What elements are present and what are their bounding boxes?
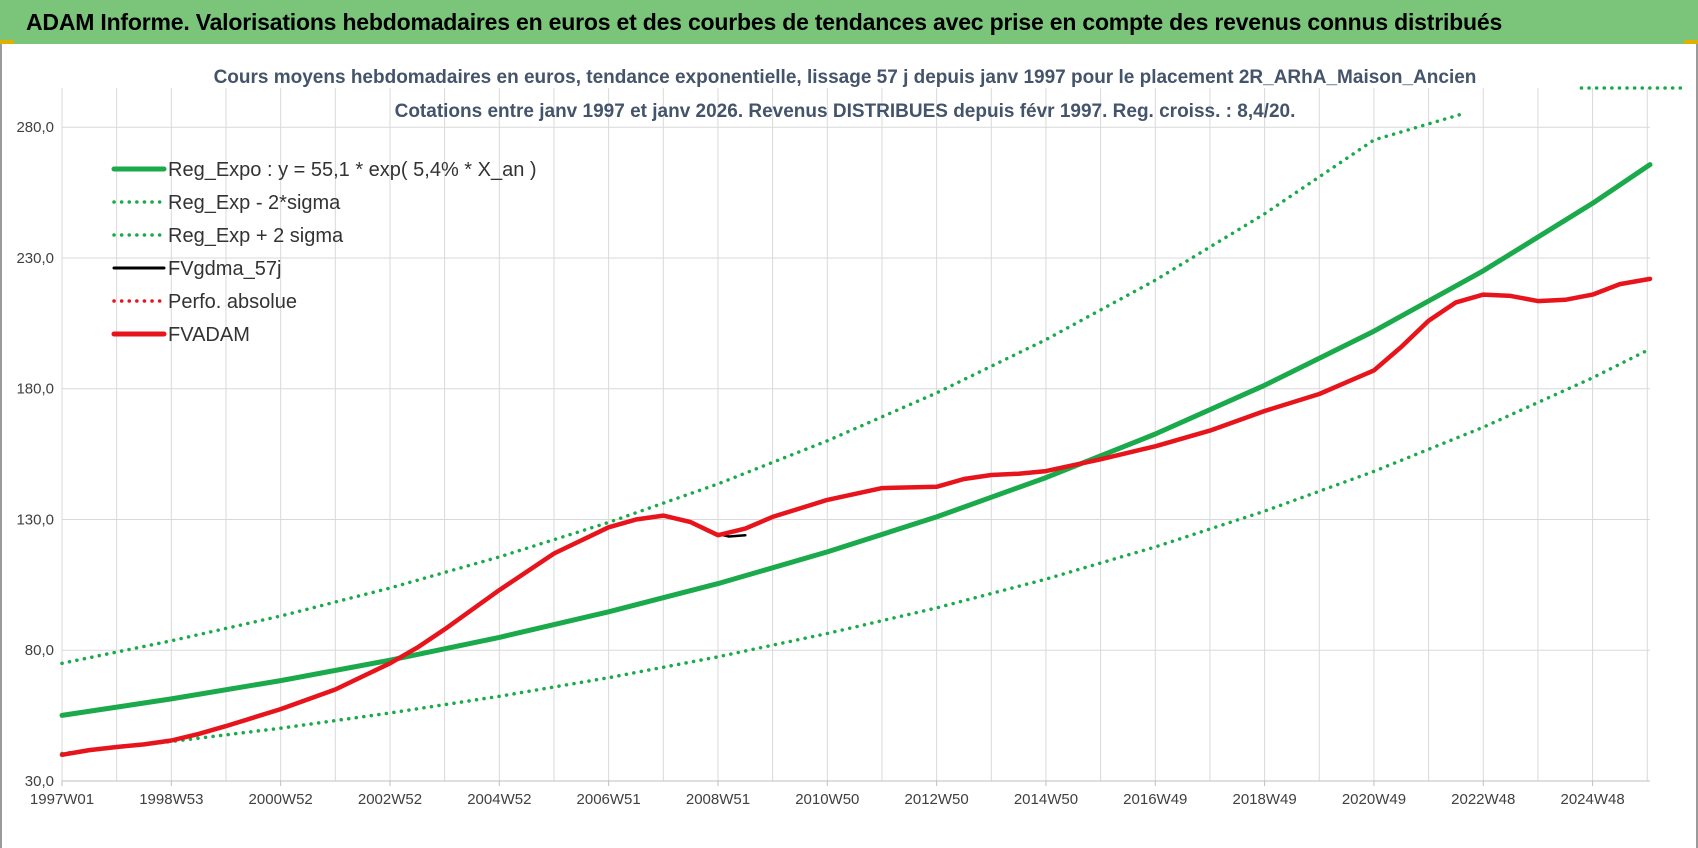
legend-label: Reg_Exp + 2 sigma [168,225,344,247]
banner-title: ADAM Informe. Valorisations hebdomadaire… [26,8,1503,35]
chart-frame: 30,0 80,0 130,0 180,0 230,0 280,0 1997W01 1998W… [0,44,1698,848]
x-tick-label: 2000W52 [249,791,313,808]
trend-chart: 30,0 80,0 130,0 180,0 230,0 280,0 1997W01 1998W… [16,67,1684,808]
x-tick-label: 2022W48 [1451,791,1515,808]
legend-label: Perfo. absolue [168,291,297,313]
y-tick-label: 180,0 [16,381,54,398]
x-tick-label: 2006W51 [577,791,641,808]
x-tick-label: 2024W48 [1560,791,1624,808]
corner-mark-right [1684,40,1698,44]
x-tick-label: 2002W52 [358,791,422,808]
legend-label: Reg_Expo : y = 55,1 * exp( 5,4% * X_an ) [168,159,537,181]
y-tick-label: 30,0 [25,773,54,790]
corner-mark-left [0,40,14,44]
y-tick-label: 280,0 [16,119,54,136]
x-tick-label: 2016W49 [1123,791,1187,808]
x-tick-label: 2004W52 [467,791,531,808]
series-layer [59,86,1684,758]
chart-subtitle: Cotations entre janv 1997 et janv 2026. … [395,101,1296,122]
chart-title: Cours moyens hebdomadaires en euros, ten… [214,67,1477,88]
x-tick-label: 2012W50 [905,791,969,808]
x-tick-label: 2010W50 [795,791,859,808]
y-tick-label: 130,0 [16,511,54,528]
y-tick-label: 230,0 [16,250,54,267]
legend-label: FVgdma_57j [168,258,281,280]
legend-label: Reg_Exp - 2*sigma [168,192,341,214]
x-tick-label: 2020W49 [1342,791,1406,808]
page-banner: ADAM Informe. Valorisations hebdomadaire… [0,0,1698,44]
series-line-1 [60,347,1652,756]
series-line-5 [59,276,1653,758]
x-tick-label: 1998W53 [139,791,203,808]
chart-legend: Reg_Expo : y = 55,1 * exp( 5,4% * X_an )… [111,159,537,346]
series-line-2 [60,112,1464,666]
x-tick-label: 1997W01 [30,791,94,808]
y-tick-label: 80,0 [25,642,54,659]
x-tick-label: 2018W49 [1233,791,1297,808]
chart-axes: 30,0 80,0 130,0 180,0 230,0 280,0 1997W01 1998W… [16,119,1650,808]
legend-label: FVADAM [168,324,250,346]
x-tick-label: 2014W50 [1014,791,1078,808]
series-line-0 [59,162,1653,718]
x-tick-label: 2008W51 [686,791,750,808]
